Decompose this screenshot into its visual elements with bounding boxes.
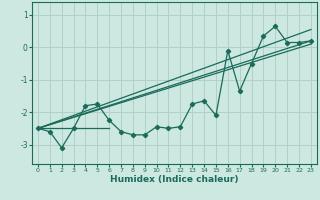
X-axis label: Humidex (Indice chaleur): Humidex (Indice chaleur) [110, 175, 239, 184]
